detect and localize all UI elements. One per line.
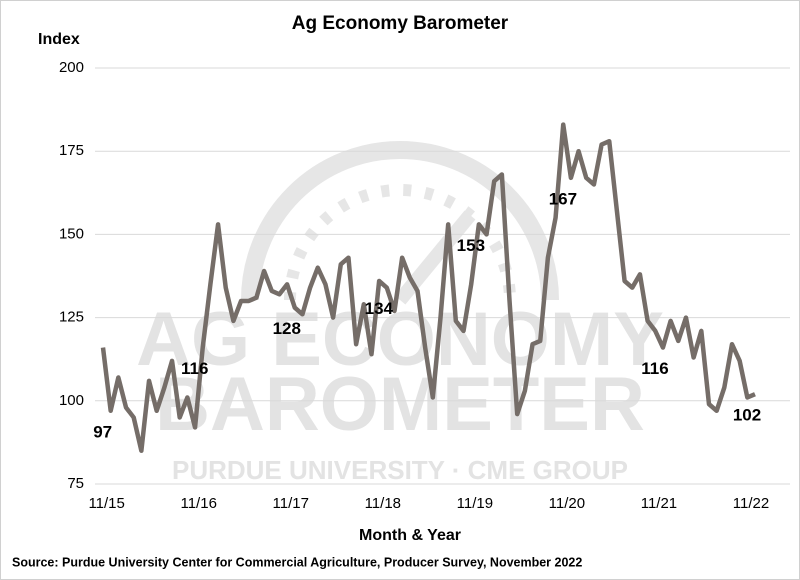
y-tick-label: 175 bbox=[59, 142, 84, 159]
data-label: 116 bbox=[641, 359, 668, 378]
watermark: BAROMETER bbox=[155, 362, 645, 447]
data-label: 128 bbox=[273, 319, 301, 338]
data-label: 97 bbox=[93, 422, 112, 441]
watermark-gauge bbox=[241, 141, 559, 305]
x-tick-label: 11/21 bbox=[641, 495, 677, 512]
x-axis-label: Month & Year bbox=[359, 527, 461, 544]
data-label: 116 bbox=[181, 359, 208, 378]
x-tick-label: 11/16 bbox=[180, 495, 216, 512]
watermark: PURDUE UNIVERSITY · CME GROUP bbox=[172, 455, 628, 485]
y-tick-label: 150 bbox=[59, 225, 84, 242]
x-tick-label: 11/17 bbox=[273, 495, 309, 512]
source: Source: Purdue University Center for Com… bbox=[12, 555, 582, 569]
y-tick-label: 75 bbox=[67, 475, 84, 492]
x-tick-label: 11/22 bbox=[733, 495, 769, 512]
data-label: 134 bbox=[365, 299, 394, 318]
chart-title: Ag Economy Barometer bbox=[292, 13, 509, 34]
data-label: 167 bbox=[549, 189, 577, 208]
data-line bbox=[100, 122, 756, 453]
x-tick-label: 11/19 bbox=[457, 495, 493, 512]
x-tick-label: 11/15 bbox=[88, 495, 124, 512]
y-axis-label: Index bbox=[38, 31, 80, 48]
y-tick-label: 200 bbox=[59, 59, 84, 76]
x-tick-label: 11/20 bbox=[549, 495, 585, 512]
x-tick-label: 11/18 bbox=[365, 495, 401, 512]
data-label: 102 bbox=[733, 406, 761, 425]
data-label: 153 bbox=[457, 236, 485, 255]
y-tick-label: 125 bbox=[59, 309, 84, 326]
watermark: AG ECONOMY bbox=[136, 297, 664, 382]
y-tick-label: 100 bbox=[59, 392, 84, 409]
